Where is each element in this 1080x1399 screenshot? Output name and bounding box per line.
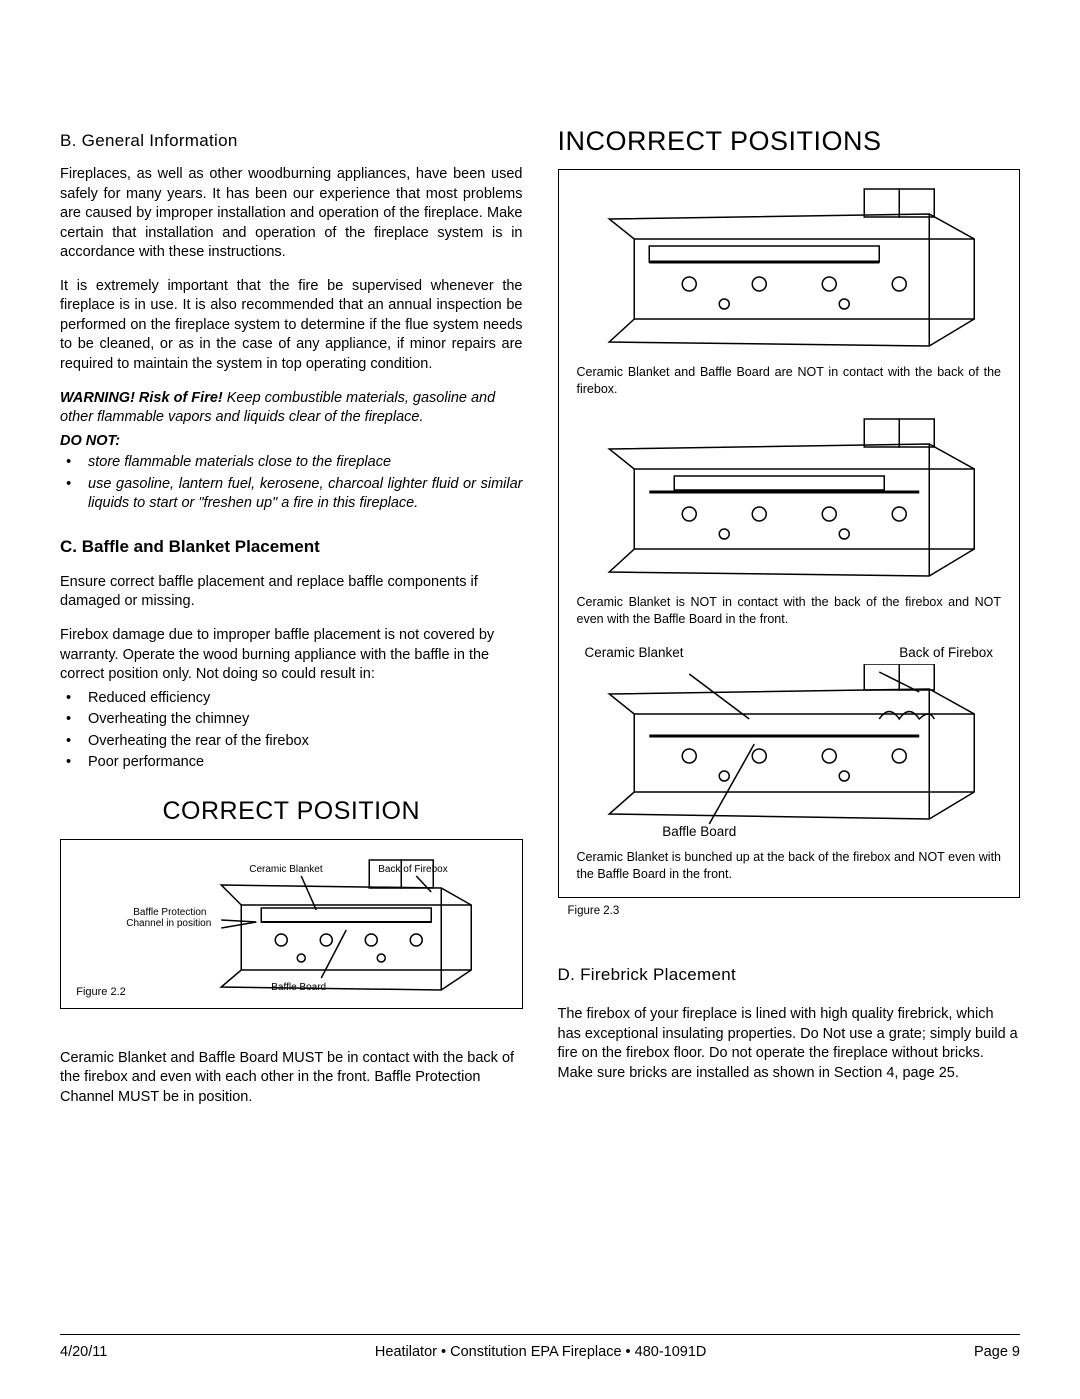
right-column: INCORRECT POSITIONS Ceramic Blanket and … <box>558 130 1021 1121</box>
footer-page: Page 9 <box>974 1343 1020 1363</box>
left-column: B. General Information Fireplaces, as we… <box>60 130 523 1121</box>
c-list-item: Overheating the chimney <box>60 710 523 730</box>
paragraph-b1: Fireplaces, as well as other woodburning… <box>60 165 523 263</box>
c-list-item: Reduced efficiency <box>60 689 523 709</box>
heading-d: D. Firebrick Placement <box>558 964 1021 987</box>
page-footer: 4/20/11 Heatilator • Constitution EPA Fi… <box>60 1334 1020 1363</box>
footer-date: 4/20/11 <box>60 1343 107 1363</box>
label-channel1: Baffle Protection <box>133 907 206 918</box>
figure-2-2-label: Figure 2.2 <box>76 986 126 998</box>
incorrect-heading: INCORRECT POSITIONS <box>558 123 1021 159</box>
figure-2-2: Ceramic Blanket Back of Firebox Baffle P… <box>60 839 523 1009</box>
do-not-list: store flammable materials close to the f… <box>60 453 523 514</box>
label-baffle-board-3: Baffle Board <box>662 824 736 839</box>
paragraph-b2: It is extremely important that the fire … <box>60 277 523 375</box>
c-list-item: Poor performance <box>60 753 523 773</box>
incorrect-box: Ceramic Blanket and Baffle Board are NOT… <box>558 169 1021 897</box>
label-channel2: Channel in position <box>126 918 211 929</box>
figure-2-3-label: Figure 2.3 <box>558 904 1021 920</box>
paragraph-c1: Ensure correct baffle placement and repl… <box>60 573 523 612</box>
diagram-incorrect-2 <box>577 414 1002 584</box>
label-ceramic-blanket: Ceramic Blanket <box>249 864 323 875</box>
do-not-item: use gasoline, lantern fuel, kerosene, ch… <box>60 475 523 514</box>
paragraph-c3: Ceramic Blanket and Baffle Board MUST be… <box>60 1049 523 1108</box>
label-ceramic-blanket-3: Ceramic Blanket <box>585 644 684 662</box>
c-list-item: Overheating the rear of the firebox <box>60 732 523 752</box>
caption-2: Ceramic Blanket is NOT in contact with t… <box>577 594 1002 628</box>
paragraph-d1: The firebox of your fireplace is lined w… <box>558 1005 1021 1083</box>
caption-3: Ceramic Blanket is bunched up at the bac… <box>577 849 1002 883</box>
label-baffle-board: Baffle Board <box>271 982 326 993</box>
heading-b: B. General Information <box>60 130 523 153</box>
paragraph-c2: Firebox damage due to improper baffle pl… <box>60 626 523 685</box>
correct-heading: CORRECT POSITION <box>60 795 523 829</box>
label-back-firebox-3: Back of Firebox <box>899 644 993 662</box>
warning-line: WARNING! Risk of Fire! Keep combustible … <box>60 389 523 428</box>
footer-center: Heatilator • Constitution EPA Fireplace … <box>375 1343 706 1363</box>
do-not-label: DO NOT: <box>60 432 523 452</box>
diagram-incorrect-3: Baffle Board <box>577 664 1002 839</box>
heading-c: C. Baffle and Blanket Placement <box>60 536 523 559</box>
diagram-incorrect-1 <box>577 184 1002 354</box>
c-list: Reduced efficiency Overheating the chimn… <box>60 689 523 773</box>
label-back-firebox: Back of Firebox <box>378 864 447 875</box>
caption-1: Ceramic Blanket and Baffle Board are NOT… <box>577 364 1002 398</box>
warning-bold: WARNING! Risk of Fire! <box>60 390 223 406</box>
do-not-item: store flammable materials close to the f… <box>60 453 523 473</box>
diagram-correct: Ceramic Blanket Back of Firebox Baffle P… <box>67 850 516 1000</box>
